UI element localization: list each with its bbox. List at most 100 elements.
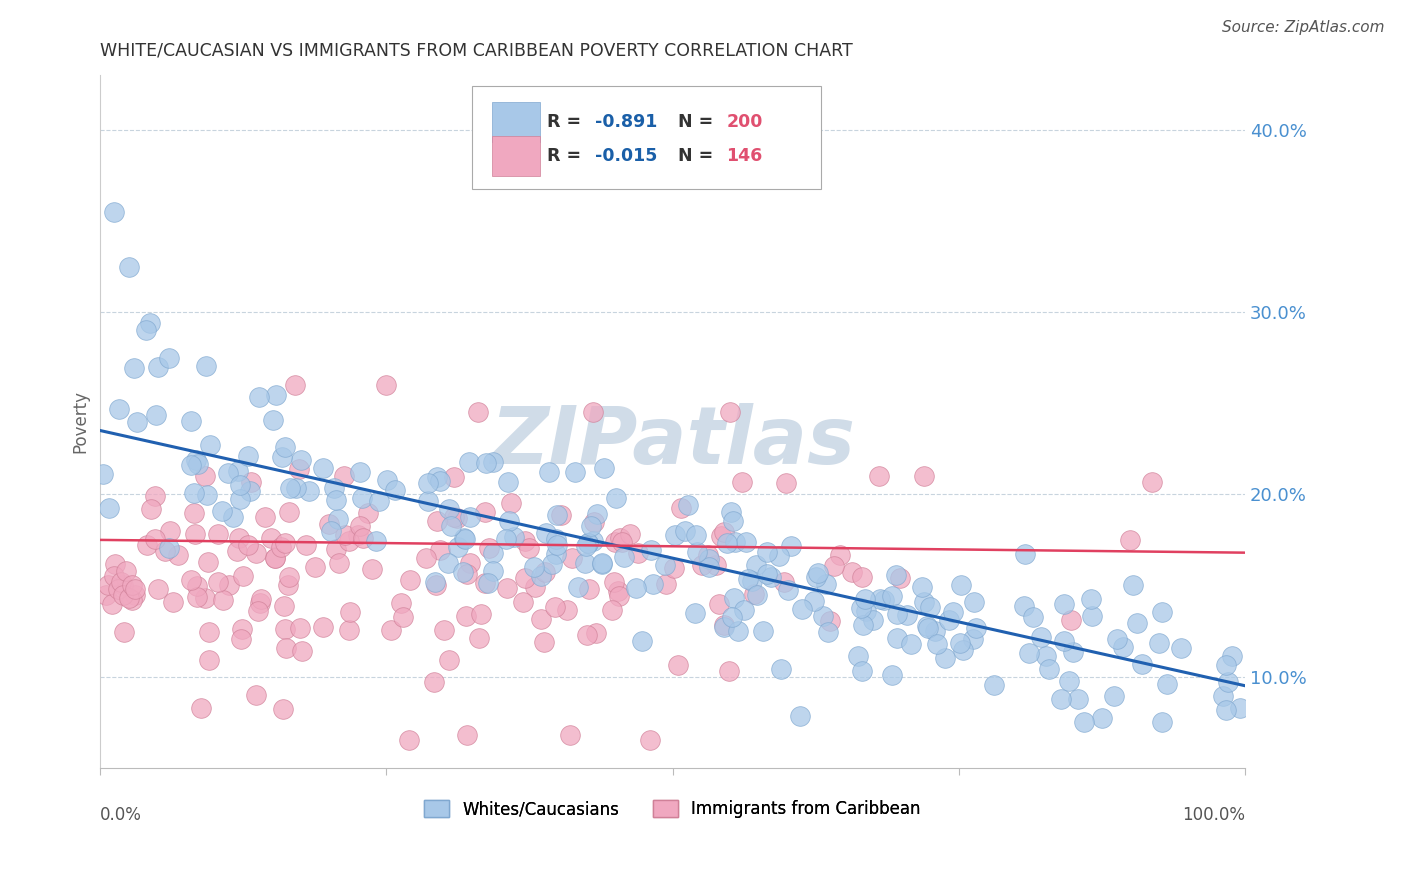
Point [807, 566, 830, 581]
Point [453, 532, 475, 546]
Point [253, 510, 276, 524]
Text: N =: N = [678, 147, 720, 165]
Point [495, 533, 517, 547]
Point [180, 414, 202, 428]
Point [148, 582, 170, 596]
Point [207, 526, 229, 541]
Point [437, 501, 460, 516]
Point [534, 526, 557, 541]
Point [122, 361, 145, 376]
Point [776, 582, 799, 597]
Point [274, 536, 297, 550]
Point [246, 604, 269, 618]
Point [851, 601, 873, 615]
Text: -0.891: -0.891 [595, 112, 657, 130]
Point [591, 556, 613, 570]
Point [582, 515, 605, 529]
Point [880, 589, 903, 603]
Point [104, 557, 127, 571]
Point [707, 597, 730, 611]
Point [1215, 657, 1237, 672]
Point [643, 577, 665, 591]
Point [195, 488, 218, 502]
Point [575, 627, 598, 641]
Point [534, 566, 557, 580]
Point [339, 605, 361, 619]
Point [555, 603, 578, 617]
Point [183, 486, 205, 500]
Point [304, 559, 326, 574]
Point [135, 323, 157, 337]
Point [291, 644, 314, 658]
Point [467, 405, 489, 419]
Point [97, 578, 120, 592]
Point [544, 599, 567, 614]
Point [278, 481, 301, 495]
Point [318, 516, 340, 531]
Point [1060, 613, 1083, 627]
Point [157, 351, 180, 365]
Point [183, 506, 205, 520]
Point [153, 544, 176, 558]
Point [924, 624, 946, 638]
Text: 146: 146 [727, 147, 762, 165]
Point [337, 534, 360, 549]
Point [1073, 715, 1095, 730]
Point [451, 566, 474, 580]
Text: ZIPatlas: ZIPatlas [491, 403, 855, 481]
Point [1229, 701, 1251, 715]
Point [723, 591, 745, 606]
Point [447, 540, 470, 554]
Point [585, 625, 607, 640]
Point [603, 534, 626, 549]
Point [512, 595, 534, 609]
Point [319, 524, 342, 538]
Point [350, 491, 373, 505]
Point [742, 587, 765, 601]
Point [1212, 690, 1234, 704]
Point [882, 668, 904, 682]
Point [846, 649, 869, 664]
Point [605, 491, 627, 506]
Point [851, 664, 873, 678]
Point [121, 592, 143, 607]
Point [938, 613, 960, 627]
Point [912, 469, 935, 483]
Point [790, 602, 813, 616]
Point [1022, 609, 1045, 624]
Point [157, 541, 180, 556]
Point [759, 570, 782, 584]
Point [273, 599, 295, 613]
Point [194, 359, 217, 373]
Point [567, 580, 589, 594]
Point [198, 625, 221, 640]
Point [638, 733, 661, 747]
Point [112, 624, 135, 639]
Point [591, 558, 613, 572]
Point [1067, 691, 1090, 706]
Point [769, 661, 792, 675]
Point [184, 452, 207, 467]
Point [103, 205, 125, 219]
Point [290, 452, 312, 467]
Point [368, 493, 391, 508]
Point [236, 538, 259, 552]
Point [627, 546, 650, 560]
Point [1130, 657, 1153, 671]
Point [93, 467, 115, 482]
Point [429, 474, 451, 488]
Point [271, 702, 294, 716]
Point [530, 612, 553, 626]
Point [704, 558, 727, 573]
Point [697, 560, 720, 574]
Point [917, 621, 939, 635]
Point [558, 728, 581, 742]
Point [245, 688, 267, 702]
Point [470, 607, 492, 622]
Point [349, 465, 371, 479]
Point [1062, 645, 1084, 659]
Point [896, 608, 918, 623]
Point [561, 551, 583, 566]
Point [124, 588, 146, 602]
Point [249, 595, 271, 609]
